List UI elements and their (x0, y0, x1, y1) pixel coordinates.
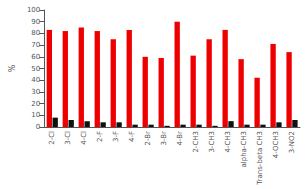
svg-text:4-Cl: 4-Cl (80, 131, 88, 145)
svg-text:3-F: 3-F (112, 131, 120, 142)
svg-text:20: 20 (31, 100, 40, 108)
svg-text:80: 80 (31, 29, 40, 37)
svg-text:30: 30 (31, 88, 40, 96)
svg-text:70: 70 (31, 41, 40, 49)
svg-text:3-Cl: 3-Cl (64, 131, 72, 145)
svg-text:2-Br: 2-Br (144, 131, 152, 146)
svg-text:10: 10 (31, 111, 40, 119)
svg-text:50: 50 (31, 65, 40, 73)
svg-text:100: 100 (27, 6, 40, 14)
svg-text:90: 90 (31, 18, 40, 26)
svg-text:40: 40 (31, 76, 40, 84)
svg-text:4-Br: 4-Br (176, 131, 184, 146)
svg-text:2-Cl: 2-Cl (48, 131, 56, 145)
svg-text:3-CH3: 3-CH3 (208, 131, 216, 153)
svg-text:2-CH3: 2-CH3 (192, 131, 200, 153)
svg-text:4-OCH3: 4-OCH3 (272, 131, 280, 158)
svg-text:0: 0 (36, 123, 40, 131)
svg-text:alpha-CH3: alpha-CH3 (240, 131, 248, 168)
svg-text:%: % (8, 64, 17, 72)
svg-text:4-CH3: 4-CH3 (224, 131, 232, 153)
svg-text:60: 60 (31, 53, 40, 61)
svg-text:4-F: 4-F (128, 131, 136, 142)
svg-text:3-Br: 3-Br (160, 131, 168, 146)
svg-text:2-F: 2-F (96, 131, 104, 142)
svg-text:Trans-beta CH3: Trans-beta CH3 (256, 131, 264, 186)
svg-text:3-NO2: 3-NO2 (288, 131, 296, 153)
